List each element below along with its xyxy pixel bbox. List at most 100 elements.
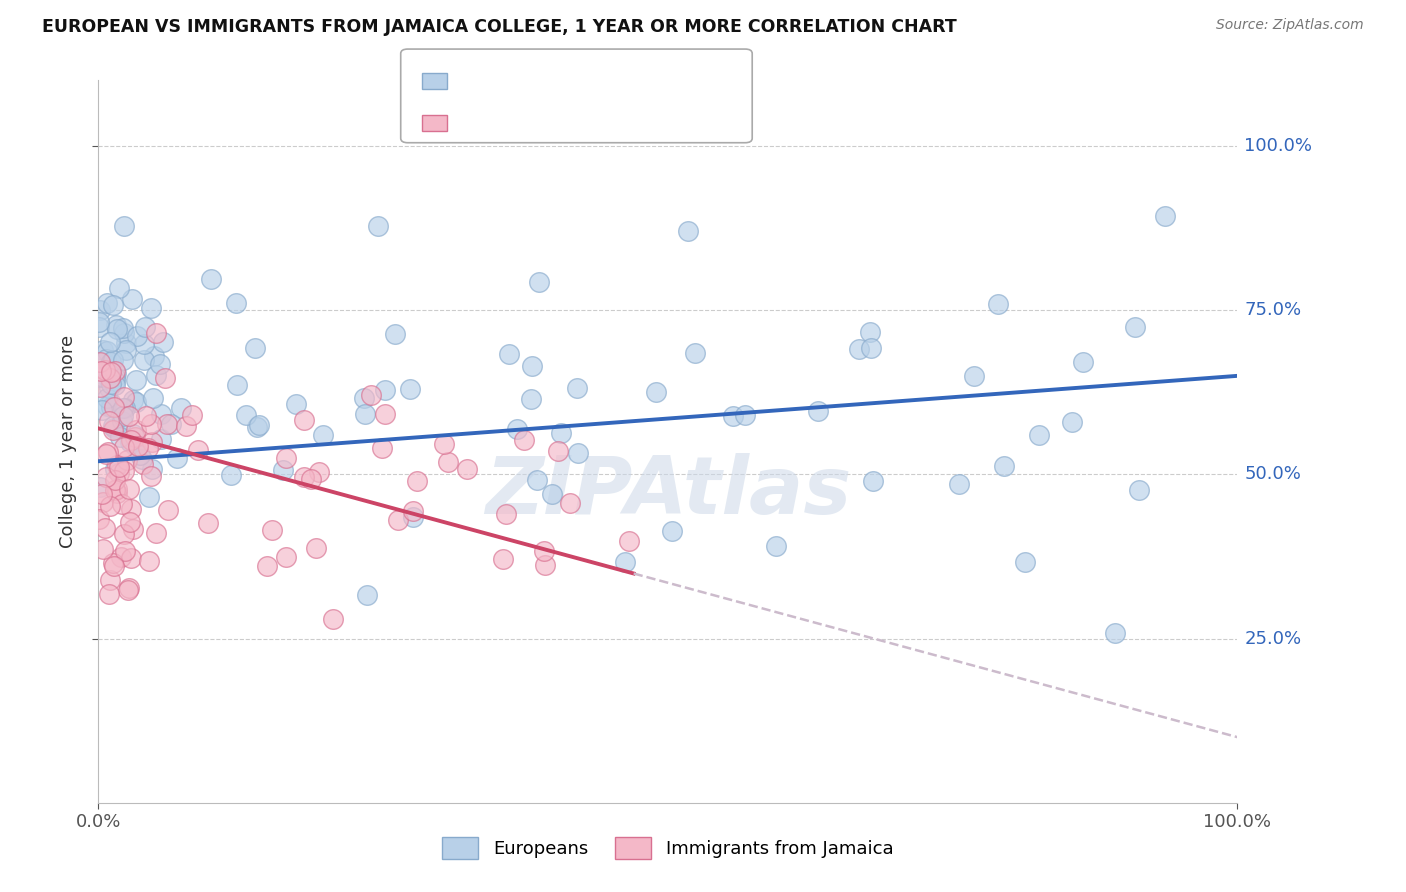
Point xyxy=(121,292,143,306)
Point xyxy=(498,347,520,361)
Text: ZIPAtlas: ZIPAtlas xyxy=(485,453,851,531)
Point xyxy=(550,425,572,440)
Point xyxy=(132,457,155,471)
Point xyxy=(245,341,267,355)
Point xyxy=(112,527,135,541)
Point xyxy=(360,387,382,401)
Point xyxy=(108,430,131,444)
Point xyxy=(104,473,127,487)
Point xyxy=(152,335,174,350)
Point xyxy=(111,321,134,335)
Point xyxy=(90,403,112,417)
Point xyxy=(143,349,166,363)
Point xyxy=(402,510,425,524)
Point xyxy=(108,280,131,294)
Point xyxy=(98,371,121,385)
Point xyxy=(520,359,543,373)
Point xyxy=(305,541,328,556)
Point xyxy=(114,544,136,558)
Point xyxy=(103,421,125,435)
Point xyxy=(96,391,118,405)
Point xyxy=(117,453,139,467)
Text: N =: N = xyxy=(555,69,586,87)
Point xyxy=(533,558,555,572)
Text: R =: R = xyxy=(457,69,488,87)
Point xyxy=(506,422,529,436)
Point xyxy=(125,329,148,343)
Point xyxy=(533,544,555,558)
Point xyxy=(138,554,160,568)
Point xyxy=(540,487,562,501)
Point xyxy=(492,552,515,566)
Point xyxy=(89,366,111,380)
Point xyxy=(105,366,128,380)
Point xyxy=(513,433,536,447)
Point xyxy=(97,380,120,394)
Point xyxy=(374,383,396,397)
Point xyxy=(87,512,110,526)
Point xyxy=(308,465,330,479)
Point xyxy=(495,507,517,521)
Text: EUROPEAN VS IMMIGRANTS FROM JAMAICA COLLEGE, 1 YEAR OR MORE CORRELATION CHART: EUROPEAN VS IMMIGRANTS FROM JAMAICA COLL… xyxy=(42,18,957,36)
Point xyxy=(91,487,114,501)
Point xyxy=(993,459,1015,474)
Point xyxy=(100,365,122,379)
Point xyxy=(384,327,406,342)
Point xyxy=(103,556,125,570)
Point xyxy=(187,443,209,458)
Point xyxy=(565,381,588,395)
Legend: Europeans, Immigrants from Jamaica: Europeans, Immigrants from Jamaica xyxy=(434,830,901,866)
Point xyxy=(96,344,118,359)
Point xyxy=(103,352,125,367)
Point xyxy=(104,462,127,476)
Point xyxy=(619,533,641,548)
Point xyxy=(118,409,141,423)
Point xyxy=(93,495,115,509)
Point xyxy=(271,463,294,477)
Point xyxy=(433,437,456,451)
Point xyxy=(118,581,141,595)
Point xyxy=(292,470,315,484)
Point xyxy=(89,369,111,384)
Point xyxy=(948,477,970,491)
Point xyxy=(112,440,135,454)
Point xyxy=(456,462,478,476)
Point xyxy=(353,391,375,405)
Text: R =: R = xyxy=(457,111,488,128)
Point xyxy=(1014,555,1036,569)
Point xyxy=(862,475,884,489)
Point xyxy=(115,343,138,357)
Point xyxy=(367,219,389,233)
Point xyxy=(225,295,247,310)
Text: 123: 123 xyxy=(595,69,630,87)
Point xyxy=(121,522,143,536)
Point xyxy=(105,485,128,500)
Point xyxy=(848,343,870,357)
Point xyxy=(112,390,135,404)
Point xyxy=(142,391,165,405)
Point xyxy=(89,303,111,318)
Point xyxy=(89,355,111,369)
Point xyxy=(1028,427,1050,442)
Point xyxy=(94,351,117,366)
Point xyxy=(111,401,134,415)
Point xyxy=(91,343,114,357)
Point xyxy=(138,490,160,504)
Point xyxy=(100,355,122,369)
Point xyxy=(121,434,143,448)
Point xyxy=(399,383,422,397)
Point xyxy=(108,459,131,474)
Point xyxy=(170,401,193,416)
Point xyxy=(356,589,378,603)
Point xyxy=(138,441,160,455)
Point xyxy=(105,322,128,336)
Point xyxy=(112,464,135,478)
Point xyxy=(406,474,429,488)
Point xyxy=(246,419,269,434)
Point xyxy=(111,352,134,367)
Point xyxy=(526,474,548,488)
Text: N =: N = xyxy=(555,111,586,128)
Point xyxy=(987,297,1010,311)
Point xyxy=(89,480,111,494)
Point xyxy=(274,450,297,465)
